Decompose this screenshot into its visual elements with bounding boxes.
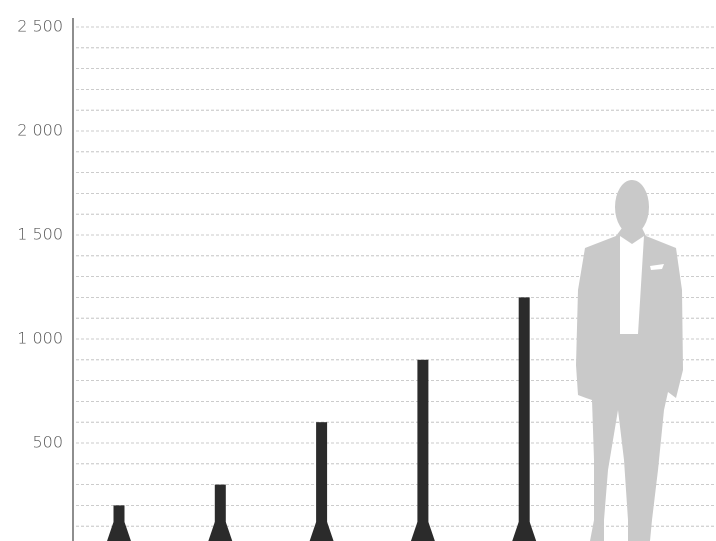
bar-base bbox=[512, 522, 537, 541]
marks bbox=[107, 297, 537, 541]
shirt bbox=[620, 236, 644, 334]
bar-base bbox=[410, 522, 435, 541]
bar bbox=[214, 484, 226, 541]
bar bbox=[417, 359, 429, 541]
y-tick-label: 1 000 bbox=[17, 329, 63, 348]
bar-base bbox=[309, 522, 334, 541]
y-tick-label: 500 bbox=[32, 433, 63, 452]
bar bbox=[518, 297, 530, 541]
human-silhouette bbox=[576, 180, 683, 541]
y-tick-label: 1 500 bbox=[17, 225, 63, 244]
y-tick-label: 2 500 bbox=[17, 17, 63, 36]
bar bbox=[316, 422, 328, 541]
body bbox=[576, 228, 683, 541]
bar-base bbox=[107, 522, 131, 541]
bar-base bbox=[208, 522, 233, 541]
y-tick-label: 2 000 bbox=[17, 121, 63, 140]
pocket-square bbox=[650, 264, 664, 270]
head bbox=[615, 180, 649, 234]
grid: 500 1 000 1 500 2 000 2 500 bbox=[17, 17, 716, 527]
